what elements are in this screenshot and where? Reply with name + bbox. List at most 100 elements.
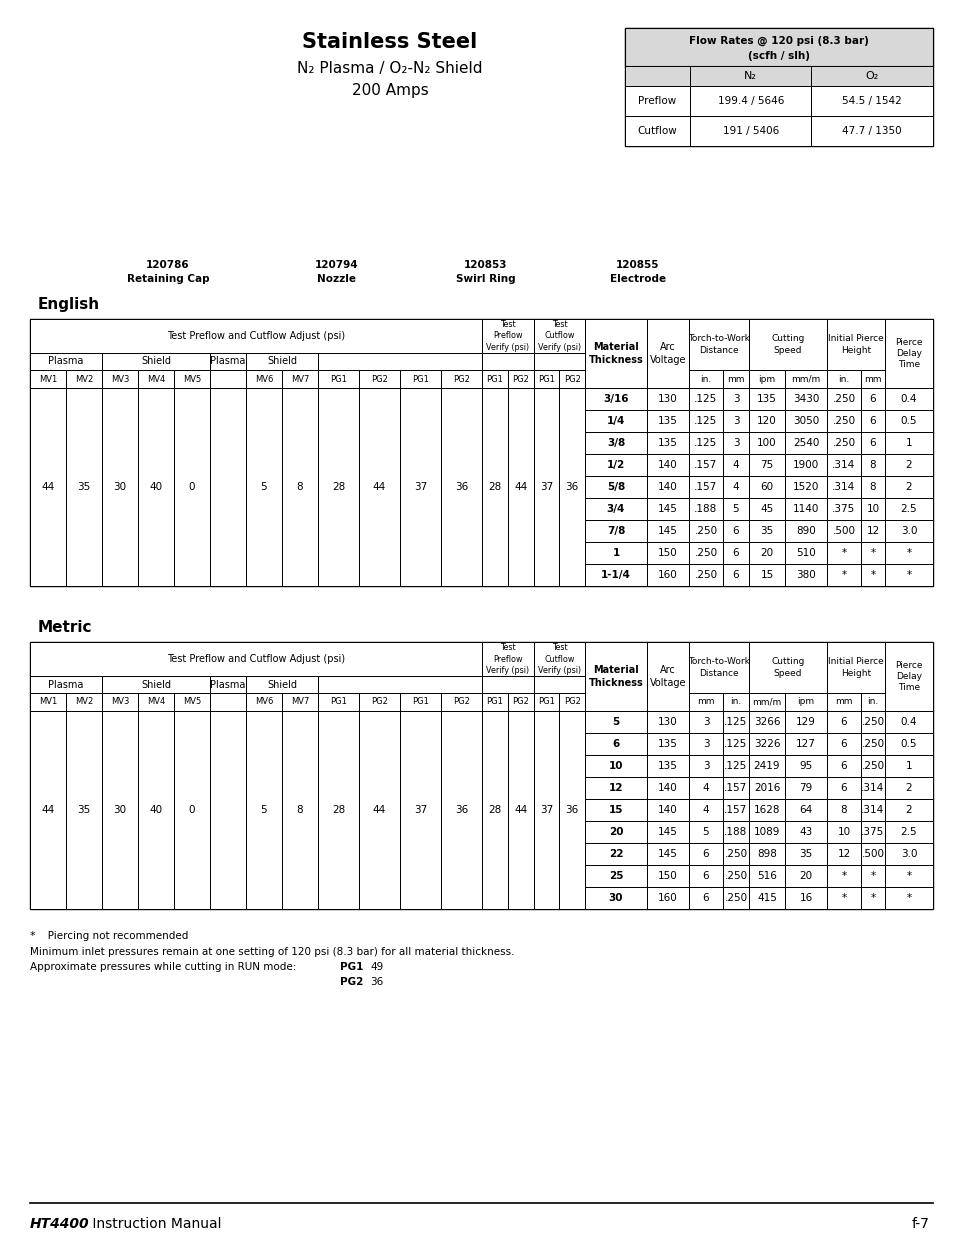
- Bar: [646, 319, 688, 388]
- Text: Shield: Shield: [141, 679, 171, 689]
- Bar: [534, 711, 558, 909]
- Text: .250: .250: [723, 848, 747, 860]
- Bar: [784, 454, 826, 475]
- Text: PG2: PG2: [512, 698, 529, 706]
- Text: .314: .314: [832, 482, 855, 492]
- Bar: [173, 388, 210, 585]
- Text: 6: 6: [702, 893, 709, 903]
- Text: 130: 130: [658, 718, 678, 727]
- Text: Minimum inlet pressures remain at one setting of 120 psi (8.3 bar) for all mater: Minimum inlet pressures remain at one se…: [30, 947, 514, 957]
- Text: PG2: PG2: [371, 698, 388, 706]
- Text: 1: 1: [904, 438, 911, 448]
- Text: 200 Amps: 200 Amps: [352, 84, 428, 99]
- Bar: [358, 693, 399, 711]
- Text: N₂: N₂: [743, 70, 757, 82]
- Bar: [282, 370, 317, 388]
- Text: 1: 1: [612, 548, 619, 558]
- Bar: [646, 799, 688, 821]
- Text: 6: 6: [840, 761, 846, 771]
- Bar: [688, 777, 722, 799]
- Bar: [481, 388, 507, 585]
- Text: 145: 145: [658, 848, 678, 860]
- Bar: [358, 370, 399, 388]
- Bar: [784, 821, 826, 844]
- Bar: [30, 693, 66, 711]
- Text: Flow Rates @ 120 psi (8.3 bar): Flow Rates @ 120 psi (8.3 bar): [688, 36, 868, 46]
- Text: PG1: PG1: [412, 374, 429, 384]
- Text: *: *: [905, 548, 911, 558]
- Text: 129: 129: [795, 718, 815, 727]
- Bar: [688, 693, 722, 711]
- Bar: [688, 564, 722, 585]
- Text: 0.5: 0.5: [900, 416, 916, 426]
- Bar: [748, 432, 784, 454]
- Text: MV2: MV2: [74, 374, 93, 384]
- Text: 160: 160: [658, 893, 678, 903]
- Bar: [210, 711, 246, 909]
- Text: 1140: 1140: [792, 504, 819, 514]
- Text: 5: 5: [612, 718, 619, 727]
- Text: 20: 20: [608, 827, 622, 837]
- Text: 3.0: 3.0: [900, 848, 916, 860]
- Bar: [748, 370, 784, 388]
- Bar: [584, 887, 646, 909]
- Bar: [861, 370, 884, 388]
- Bar: [30, 642, 932, 909]
- Bar: [722, 564, 748, 585]
- Bar: [784, 475, 826, 498]
- Bar: [102, 693, 138, 711]
- Text: 28: 28: [332, 805, 345, 815]
- Bar: [784, 693, 826, 711]
- Bar: [173, 711, 210, 909]
- Bar: [861, 777, 884, 799]
- Bar: [584, 711, 646, 734]
- Bar: [584, 475, 646, 498]
- Text: 40: 40: [150, 482, 162, 492]
- Text: 415: 415: [757, 893, 776, 903]
- Bar: [826, 388, 861, 410]
- Bar: [210, 388, 246, 585]
- Bar: [861, 388, 884, 410]
- Text: .188: .188: [694, 504, 717, 514]
- Text: PG1: PG1: [330, 698, 347, 706]
- Bar: [748, 693, 784, 711]
- Text: 79: 79: [799, 783, 812, 793]
- Bar: [861, 454, 884, 475]
- Text: .250: .250: [832, 438, 855, 448]
- Bar: [688, 432, 722, 454]
- Bar: [748, 520, 784, 542]
- Bar: [884, 432, 932, 454]
- Bar: [624, 86, 932, 116]
- Text: Shield: Shield: [267, 357, 296, 367]
- Bar: [826, 755, 861, 777]
- Bar: [884, 864, 932, 887]
- Text: 140: 140: [658, 783, 678, 793]
- Bar: [722, 821, 748, 844]
- Text: 37: 37: [414, 805, 427, 815]
- Text: 3: 3: [732, 394, 739, 404]
- Bar: [826, 498, 861, 520]
- Text: .125: .125: [694, 416, 717, 426]
- Bar: [826, 454, 861, 475]
- Bar: [584, 454, 646, 475]
- Bar: [784, 388, 826, 410]
- Bar: [584, 564, 646, 585]
- Bar: [646, 498, 688, 520]
- Bar: [826, 564, 861, 585]
- Bar: [688, 542, 722, 564]
- Bar: [584, 821, 646, 844]
- Bar: [646, 755, 688, 777]
- Bar: [317, 353, 481, 370]
- Text: Torch-to-Work
Distance: Torch-to-Work Distance: [687, 657, 749, 678]
- Bar: [584, 319, 646, 388]
- Text: *: *: [869, 548, 875, 558]
- Text: PG1: PG1: [330, 374, 347, 384]
- Bar: [861, 844, 884, 864]
- Text: MV4: MV4: [147, 374, 165, 384]
- Bar: [646, 432, 688, 454]
- Text: .250: .250: [861, 739, 883, 748]
- Bar: [748, 799, 784, 821]
- Bar: [102, 353, 210, 370]
- Text: 10: 10: [865, 504, 879, 514]
- Bar: [784, 542, 826, 564]
